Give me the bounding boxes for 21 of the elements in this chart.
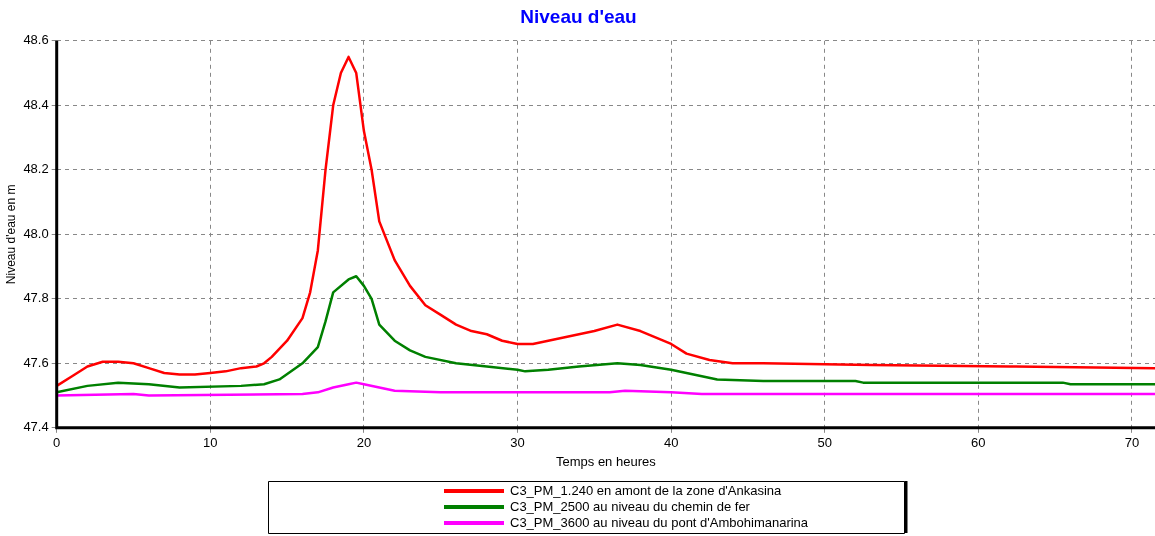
y-tick-label: 48.2 xyxy=(23,161,49,177)
y-tick-label: 47.6 xyxy=(23,354,49,370)
x-tick-label: 60 xyxy=(971,435,986,451)
legend-label: C3_PM_1.240 en amont de la zone d'Ankasina xyxy=(510,482,783,498)
x-tick-label: 20 xyxy=(356,435,372,451)
y-tick-label: 48.4 xyxy=(23,96,49,112)
x-tick-label: 0 xyxy=(53,435,61,451)
x-axis-title: Temps en heures xyxy=(555,453,657,469)
legend-label: C3_PM_2500 au niveau du chemin de fer xyxy=(510,498,751,514)
x-tick-label: 30 xyxy=(510,435,525,451)
y-tick-label: 47.8 xyxy=(23,290,49,306)
x-tick-label: 40 xyxy=(663,435,679,451)
y-tick-label: 47.4 xyxy=(23,419,49,435)
x-tick-label: 50 xyxy=(817,435,832,451)
legend-label: C3_PM_3600 au niveau du pont d'Ambohimanarina xyxy=(510,514,809,530)
x-tick-label: 10 xyxy=(203,435,218,451)
chart-title: Niveau d'eau xyxy=(520,5,637,27)
y-axis-title: Niveau d'eau en m xyxy=(3,184,18,285)
y-tick-label: 48.0 xyxy=(23,225,49,241)
y-tick-label: 48.6 xyxy=(23,32,49,48)
x-tick-label: 70 xyxy=(1124,435,1140,451)
